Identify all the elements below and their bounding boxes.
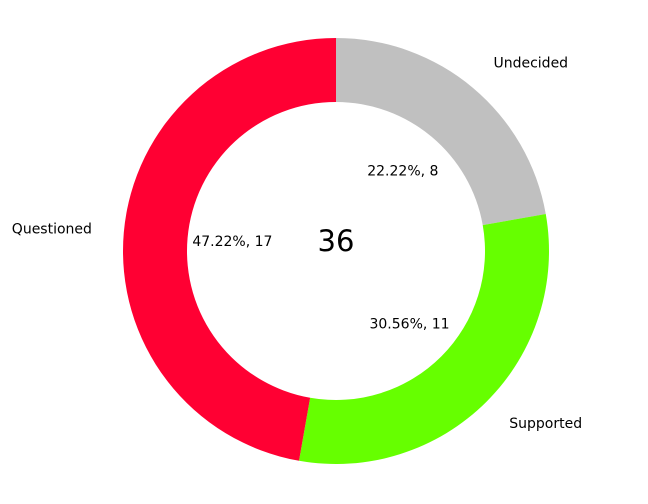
slice-percent-label-questioned: 47.22%, 17 <box>192 234 272 250</box>
slice-percent-label-supported: 30.56%, 11 <box>369 317 449 333</box>
slice-percent-label-undecided: 22.22%, 8 <box>367 163 438 179</box>
slice-category-label-supported: Supported <box>509 416 582 432</box>
donut-slice-supported <box>299 214 549 464</box>
slice-category-label-undecided: Undecided <box>493 55 568 71</box>
slice-category-label-questioned: Questioned <box>12 222 92 238</box>
donut-slices <box>122 38 549 464</box>
center-total-label: 36 <box>318 224 355 258</box>
donut-slice-undecided <box>336 38 546 226</box>
donut-slice-questioned <box>122 38 336 461</box>
donut-labels: 22.22%, 8 Undecided 30.56%, 11 Supported 47.… <box>12 55 582 432</box>
